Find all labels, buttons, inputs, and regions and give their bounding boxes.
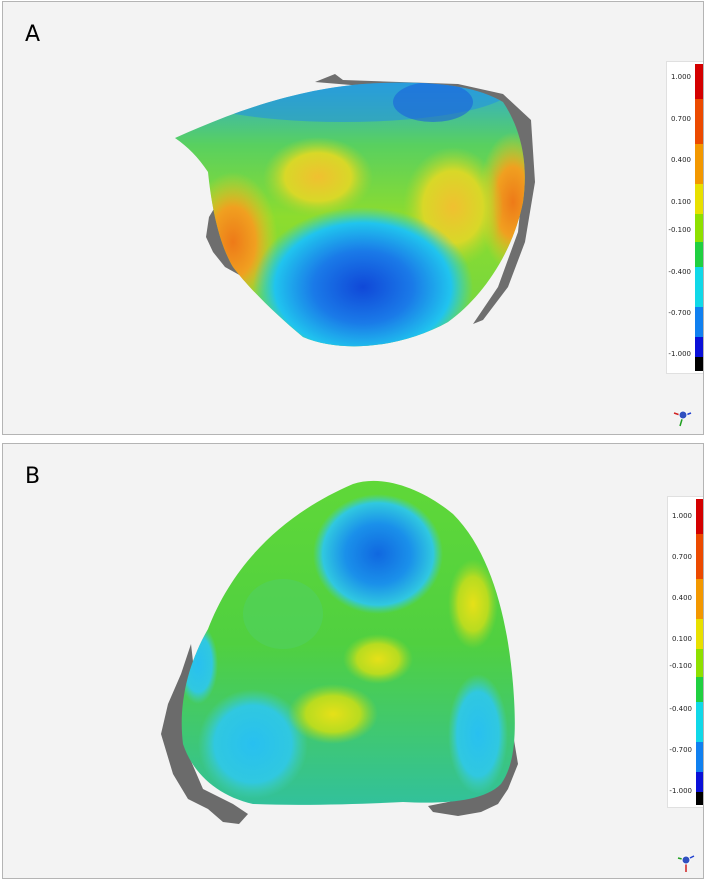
legend-tick: -0.400: [668, 268, 691, 276]
color-deviation-model: [161, 480, 518, 824]
legend-tick: 1.000: [671, 512, 692, 520]
legend-tick: -0.400: [669, 705, 692, 713]
deviation-surface: [181, 480, 515, 805]
legend-tick: -1.000: [669, 787, 692, 795]
legend-tick: 0.700: [671, 553, 692, 561]
color-scale-bar: [695, 64, 703, 371]
legend-tick: 0.100: [670, 198, 691, 206]
legend-tick: 0.100: [671, 635, 692, 643]
panel-label: A: [25, 22, 41, 47]
deviation-map-panel-b: B: [2, 443, 704, 879]
legend-tick: -1.000: [668, 350, 691, 358]
legend-tick: -0.100: [668, 226, 691, 234]
background-mesh: [161, 644, 248, 824]
legend-tick: 0.700: [670, 115, 691, 123]
legend-tick: 1.000: [670, 73, 691, 81]
background-mesh: [206, 172, 247, 277]
color-scale-bar: [696, 499, 703, 805]
legend-tick: -0.700: [669, 746, 692, 754]
panel-label: B: [25, 464, 41, 489]
legend-tick: -0.100: [669, 662, 692, 670]
background-mesh: [428, 734, 518, 816]
color-scale-legend: 1.000 0.700 0.400 0.100 -0.100 -0.400 -0…: [666, 61, 703, 374]
axis-triad-icon[interactable]: [674, 848, 698, 874]
legend-tick: 0.400: [670, 156, 691, 164]
deviation-map-panel-a: A: [2, 1, 704, 435]
deviation-surface: [175, 82, 525, 347]
color-deviation-model: [175, 74, 535, 347]
color-scale-legend: 1.000 0.700 0.400 0.100 -0.100 -0.400 -0…: [667, 496, 703, 808]
legend-tick: -0.700: [668, 309, 691, 317]
axis-triad-icon[interactable]: [671, 404, 695, 428]
legend-tick: 0.400: [671, 594, 692, 602]
